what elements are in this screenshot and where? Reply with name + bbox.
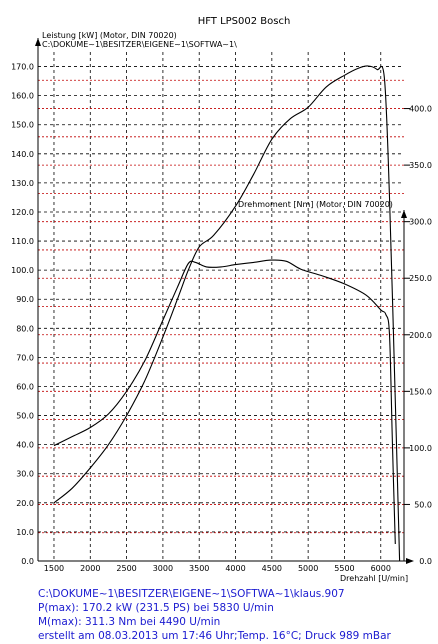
left-tick-label: 120.0	[11, 208, 34, 217]
left-tick-label: 110.0	[11, 237, 34, 246]
left-tick-label: 60.0	[16, 382, 34, 391]
right-tick-label: 100.0	[409, 444, 432, 453]
right-tick-label: 0.0	[419, 557, 432, 566]
right-axis-label: Drehmoment [Nm] (Motor, DIN 70020)	[238, 200, 393, 209]
chart-title: HFT LPS002 Bosch	[198, 16, 291, 27]
grid-lines	[38, 52, 404, 561]
right-tick-label: 400.0	[409, 105, 432, 114]
right-tick-label: 50.0	[414, 500, 432, 509]
left-tick-label: 150.0	[11, 121, 34, 130]
right-tick-label: 150.0	[409, 387, 432, 396]
footer-max-power: P(max): 170.2 kW (231.5 PS) bei 5830 U/m…	[38, 602, 274, 614]
x-tick-label: 3500	[189, 564, 209, 573]
left-tick-label: 30.0	[16, 470, 34, 479]
footer-file-path: C:\DOKUME~1\BESITZER\EIGENE~1\SOFTWA~1\k…	[38, 588, 345, 600]
left-tick-label: 50.0	[16, 412, 34, 421]
x-tick-label: 4500	[262, 564, 282, 573]
x-tick-label: 6000	[371, 564, 391, 573]
left-tick-label: 130.0	[11, 179, 34, 188]
right-tick-label: 200.0	[409, 331, 432, 340]
left-tick-label: 140.0	[11, 150, 34, 159]
left-tick-label: 20.0	[16, 499, 34, 508]
left-axis-path: C:\DOKUME~1\BESITZER\EIGENE~1\SOFTWA~1\	[42, 40, 237, 49]
left-tick-label: 0.0	[21, 557, 34, 566]
left-tick-label: 170.0	[11, 63, 34, 72]
left-tick-label: 70.0	[16, 353, 34, 362]
left-tick-label: 160.0	[11, 92, 34, 101]
left-tick-label: 80.0	[16, 324, 34, 333]
tick-labels: 1500 2000 2500 3000 3500 4000 4500 5000 5500 6000…	[11, 63, 432, 573]
right-axis-arrow	[401, 210, 407, 218]
left-tick-label: 40.0	[16, 441, 34, 450]
footer-max-torque: M(max): 311.3 Nm bei 4490 U/min	[38, 616, 221, 628]
left-tick-label: 10.0	[16, 528, 34, 537]
footer-created-info: erstellt am 08.03.2013 um 17:46 Uhr;Temp…	[38, 630, 391, 642]
x-tick-label: 1500	[44, 564, 64, 573]
dyno-chart: HFT LPS002 Bosch Leistung [kW] (Motor, D…	[11, 16, 432, 583]
x-tick-label: 3000	[153, 564, 173, 573]
left-tick-label: 100.0	[11, 266, 34, 275]
left-tick-label: 90.0	[16, 295, 34, 304]
data-series	[53, 65, 401, 562]
x-axis-arrow	[406, 558, 414, 564]
x-tick-label: 2500	[116, 564, 136, 573]
x-tick-label: 4000	[225, 564, 245, 573]
right-tick-label: 350.0	[409, 161, 432, 170]
x-tick-label: 2000	[80, 564, 100, 573]
x-tick-label: 5500	[334, 564, 354, 573]
torque-curve	[53, 259, 396, 545]
x-axis-label: Drehzahl [U/min]	[340, 574, 408, 583]
right-tick-label: 300.0	[409, 218, 432, 227]
right-tick-label: 250.0	[409, 274, 432, 283]
left-axis-arrow	[35, 38, 41, 46]
left-axis-label: Leistung [kW] (Motor, DIN 70020)	[42, 31, 177, 40]
power-curve	[53, 65, 401, 562]
axes	[35, 38, 414, 564]
x-tick-label: 5000	[298, 564, 318, 573]
